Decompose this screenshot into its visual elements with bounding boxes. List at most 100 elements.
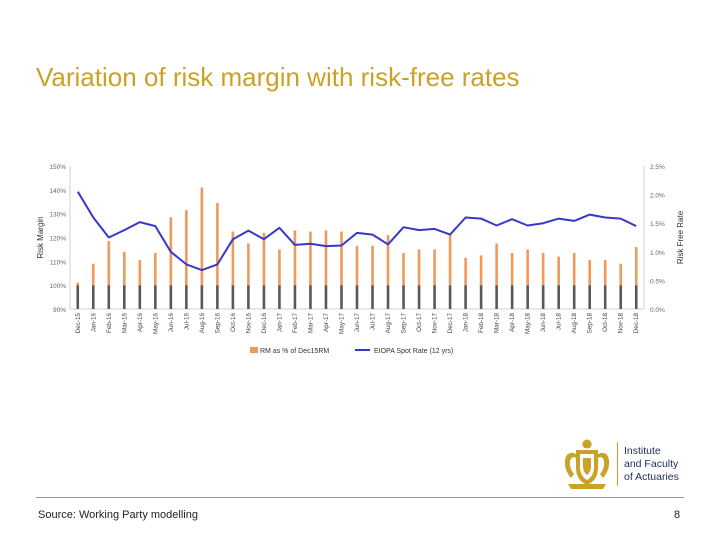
bar-base [433,285,436,309]
bar-base [231,285,235,309]
bar-rm [588,260,592,286]
y-tick-label-left: 140% [49,188,66,195]
x-tick-label: Jun-18 [540,313,547,333]
bar-rm [247,243,250,286]
bar-rm [138,260,142,286]
bar-rm [526,249,529,286]
y-tick-label-right: 1.5% [650,221,665,228]
x-tick-label: Dec-18 [633,313,640,334]
bar-rm [107,241,111,286]
x-tick-label: Jul-17 [370,313,377,331]
bar-rm [216,202,219,286]
bar-rm [309,231,312,286]
bar-rm [76,282,80,286]
x-tick-label: Aug-17 [385,313,392,334]
x-tick-label: Jan-18 [463,313,470,333]
x-tick-label: Mar-17 [307,313,314,333]
bar-base [541,285,545,309]
bar-rm [634,247,638,286]
y-tick-label-left: 130% [49,212,66,219]
bar-rm [386,235,390,286]
x-tick-label: Feb-17 [292,313,299,333]
bar-base [216,285,219,309]
bar-rm [603,260,607,286]
bar-base [448,285,452,309]
y-tick-label-right: 0.5% [650,278,665,285]
y-tick-label-left: 150% [49,164,66,171]
y-tick-label-left: 90% [53,307,66,314]
bar-rm [495,243,498,286]
x-tick-label: Jun-17 [354,313,361,333]
legend-label-line: EIOPA Spot Rate (12 yrs) [374,348,453,355]
x-tick-label: Feb-18 [478,313,485,333]
bar-base [402,285,405,309]
x-tick-label: Mar-18 [494,313,501,333]
y-tick-label-right: 2.5% [650,164,665,171]
x-tick-label: Nov-16 [245,313,252,334]
y-axis-title-left: Risk Margin [36,216,45,258]
bar-rm [371,245,374,286]
bar-base [417,285,421,309]
x-tick-label: May-18 [525,313,532,334]
bar-rm [479,255,483,286]
x-tick-label: Aug-16 [199,313,206,334]
y-axis-title-right: Risk Free Rate [676,210,685,264]
bar-base [355,285,359,309]
x-tick-label: Dec-17 [447,313,454,334]
bar-base [634,285,638,309]
crest-icon [564,439,610,489]
legend-label-rm: RM as % of Dec15RM [260,348,329,355]
bar-base [324,285,328,309]
page-number: 8 [674,509,681,521]
bar-base [526,285,529,309]
x-tick-label: May-17 [338,313,345,334]
bar-rm [293,230,297,286]
bar-base [262,285,266,309]
bar-rm [91,263,95,286]
y-tick-label-right: 1.0% [650,250,665,257]
bar-rm [541,252,545,286]
bar-rm [200,187,204,286]
bar-base [371,285,374,309]
logo-line: of Actuaries [624,471,679,483]
bar-rm [278,249,281,286]
x-tick-label: Apr-18 [509,313,516,332]
bar-base [91,285,95,309]
x-tick-label: Apr-17 [323,313,330,332]
legend-swatch-rm [250,347,258,353]
bar-rm [448,235,452,286]
bar-rm [355,245,359,286]
x-tick-label: Mar-16 [121,313,128,333]
bar-base [122,285,126,309]
x-tick-label: May-16 [152,313,159,334]
bar-base [76,285,80,309]
bar-base [293,285,297,309]
x-tick-label: Feb-16 [106,313,113,333]
y-tick-label-left: 100% [49,283,66,290]
institute-logo: Institute and Faculty of Actuaries [562,436,687,492]
bar-base [200,285,204,309]
bar-base [107,285,111,309]
x-tick-label: Dec-16 [261,313,268,334]
x-tick-label: Jul-16 [183,313,190,331]
bar-base [185,285,188,309]
bar-base [572,285,576,309]
x-tick-label: Sep-18 [587,313,594,334]
bar-rm [122,251,126,286]
x-tick-label: Oct-17 [416,313,423,332]
x-tick-label: Jun-16 [168,313,175,333]
bar-base [495,285,498,309]
y-tick-label-right: 2.0% [650,193,665,200]
bar-base [479,285,483,309]
bar-rm [510,252,514,286]
bar-rm [417,249,421,286]
bar-rm [557,256,560,286]
bar-rm [402,252,405,286]
bar-rm [185,210,188,286]
logo-divider [617,442,618,486]
bar-base [138,285,142,309]
logo-text: Institute and Faculty of Actuaries [624,445,679,484]
x-tick-label: Dec-15 [75,313,82,334]
bar-rm [464,257,467,286]
bar-rm [324,230,328,286]
